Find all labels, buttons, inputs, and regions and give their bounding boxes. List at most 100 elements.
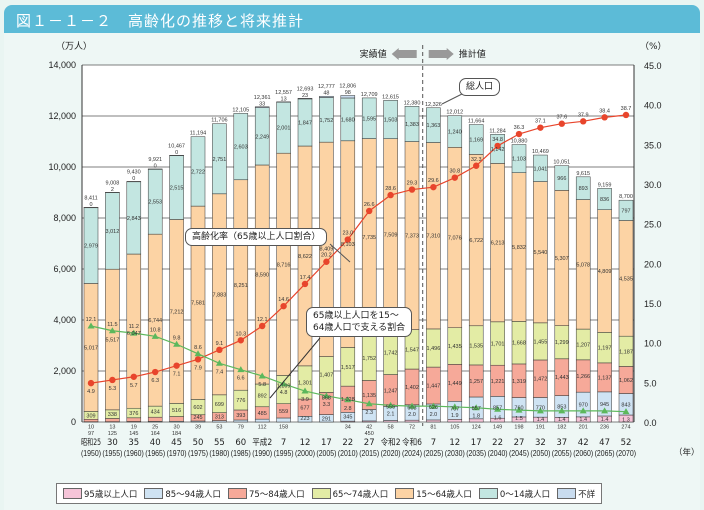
bar-segment-label: 1,247 [384,388,398,394]
bar-segment-label: 5,307 [555,256,569,262]
bar-segment-label: 7,076 [448,236,462,242]
bar-segment-label: 376 [129,411,138,417]
bar-segment-label: 13 [281,96,287,102]
bar-segment-label: 2,751 [213,157,227,163]
aging-rate-point [152,368,159,376]
x-tick-label-era: 令和6 [402,437,422,448]
total-label: 10,051 [553,160,570,166]
bar-segment-label: 1,517 [341,365,355,371]
aging-rate-line [90,114,627,384]
x-unit: （年） [674,447,700,458]
aging-rate-label: 14.6 [278,297,289,303]
support-ratio-label: 11.2 [129,324,139,330]
aging-rate-point [387,191,394,199]
bar-segment-label: 97 [88,431,94,437]
x-tick-label-year: (1980) [209,448,229,458]
bar-segment-label: 699 [215,402,224,408]
x-tick-label-era: 7 [431,438,436,448]
bar-segment-label: 13 [109,425,115,431]
bar-segment-label: 393 [236,413,245,419]
legend: 95歳以上人口 85～94歳人口 75～84歳人口 65～74歳人口 15～64歳人口 0… [56,483,603,504]
bar-segment-label: 8,103 [341,242,355,248]
bar-segment-label: 485 [258,411,267,417]
bar-segment-label: 8,409 [320,246,334,252]
bar-segment-label: 164 [151,431,160,437]
legend-swatch [557,488,577,499]
aging-rate-label: 5.3 [109,386,117,392]
support-ratio-point [515,406,523,413]
bar-segment-label: 797 [621,208,630,214]
aging-rate-label: 30.8 [449,169,460,175]
bar-segment-label: 1,221 [491,379,505,385]
aging-rate-point [601,114,608,121]
x-tick-label-era: 17 [471,438,482,448]
y-right-tick-label: 15.0 [644,299,662,309]
bar-segment-label: 112 [258,425,267,431]
aging-rate-label: 29.6 [428,178,439,184]
bar-segment-label: 201 [579,425,588,431]
bar-segment-label: 1,142 [491,147,505,153]
x-tick-label-era: 30 [107,438,118,448]
aging-rate-point [259,322,266,330]
bar-segment-label: 1,197 [598,346,612,352]
y-left-tick-label: 10,000 [48,162,76,172]
bar-segment-label: 236 [600,425,609,431]
bar-segment-label: 760 [514,405,523,411]
support-ratio-label: 1.8 [472,414,480,420]
bar-segment-label: 1,455 [534,339,548,345]
bar-segment-label: 450 [365,431,374,437]
x-tick-label-year: (2035) [466,448,486,458]
bar-segment-label: 48 [323,91,329,97]
bar-segment-label: 345 [343,415,352,421]
bar-segment-label: 182 [557,425,566,431]
bar-segment-label: 2 [111,187,114,193]
x-tick-label-year: (2055) [552,448,572,458]
y-left-unit: （万人） [56,41,92,52]
bar-segment-label: 1,257 [469,379,483,385]
support-ratio-point [344,396,352,403]
support-ratio-label: 10.8 [150,327,161,333]
y-right-tick-label: 10.0 [644,339,662,349]
bar-segment-label: 39 [195,425,201,431]
bar-segment-label: 3,012 [106,229,120,235]
bar-segment-label: 8,590 [255,273,269,279]
bar-segment-label: 836 [600,197,609,203]
x-tick-label-era: 令和2 [381,437,401,448]
bar-segment-label: 516 [172,408,181,414]
bar-segment-label: 1,472 [534,377,548,383]
bar-segment-label: 7,581 [191,301,205,307]
aging-rate-label: 37.6 [556,115,567,121]
total-label: 12,105 [232,107,249,113]
support-ratio-point [237,366,245,373]
total-label: 12,012 [446,110,463,116]
x-tick-label-year: (2040) [488,448,508,458]
aging-rate-point [344,236,351,243]
x-tick-label-year: (2060) [573,448,593,458]
bar-segment-label: 1,701 [491,342,505,348]
support-ratio-label: 3.3 [323,402,331,408]
bar-segment-label: 309 [86,413,95,419]
legend-label: 65～74歳人口 [332,489,389,500]
bar-segment-label: 966 [557,176,566,182]
projection-label: 推計値 [459,48,486,60]
support-ratio-label: 1.4 [601,417,609,423]
bar-segment-label: 1,028 [341,397,355,403]
bar-segment-label: 7,373 [405,234,419,240]
x-tick-label-year: (1955) [102,448,122,458]
legend-item: 75～84歳人口 [227,488,305,500]
bar-segment-label: 6,213 [491,241,505,247]
support-ratio-point [387,401,395,408]
aging-rate-point [515,130,523,138]
support-ratio-label: 1.6 [494,415,502,421]
bar-segment-label: 970 [579,403,588,409]
legend-label: 85～94歳人口 [165,489,221,500]
bar-segment [533,154,548,182]
bar-segment-label: 1,847 [298,120,312,126]
x-tick-label-year: (1965) [145,448,165,458]
bar-segment-label: 1,668 [512,341,526,347]
bar-segment-label: 223 [300,416,309,422]
bar-segment-label: 274 [621,425,630,431]
callout-aging-rate: 高齢化率（65歳以上人口割合） [185,228,328,246]
bar-segment [597,188,612,210]
callout-pointer [269,337,321,399]
